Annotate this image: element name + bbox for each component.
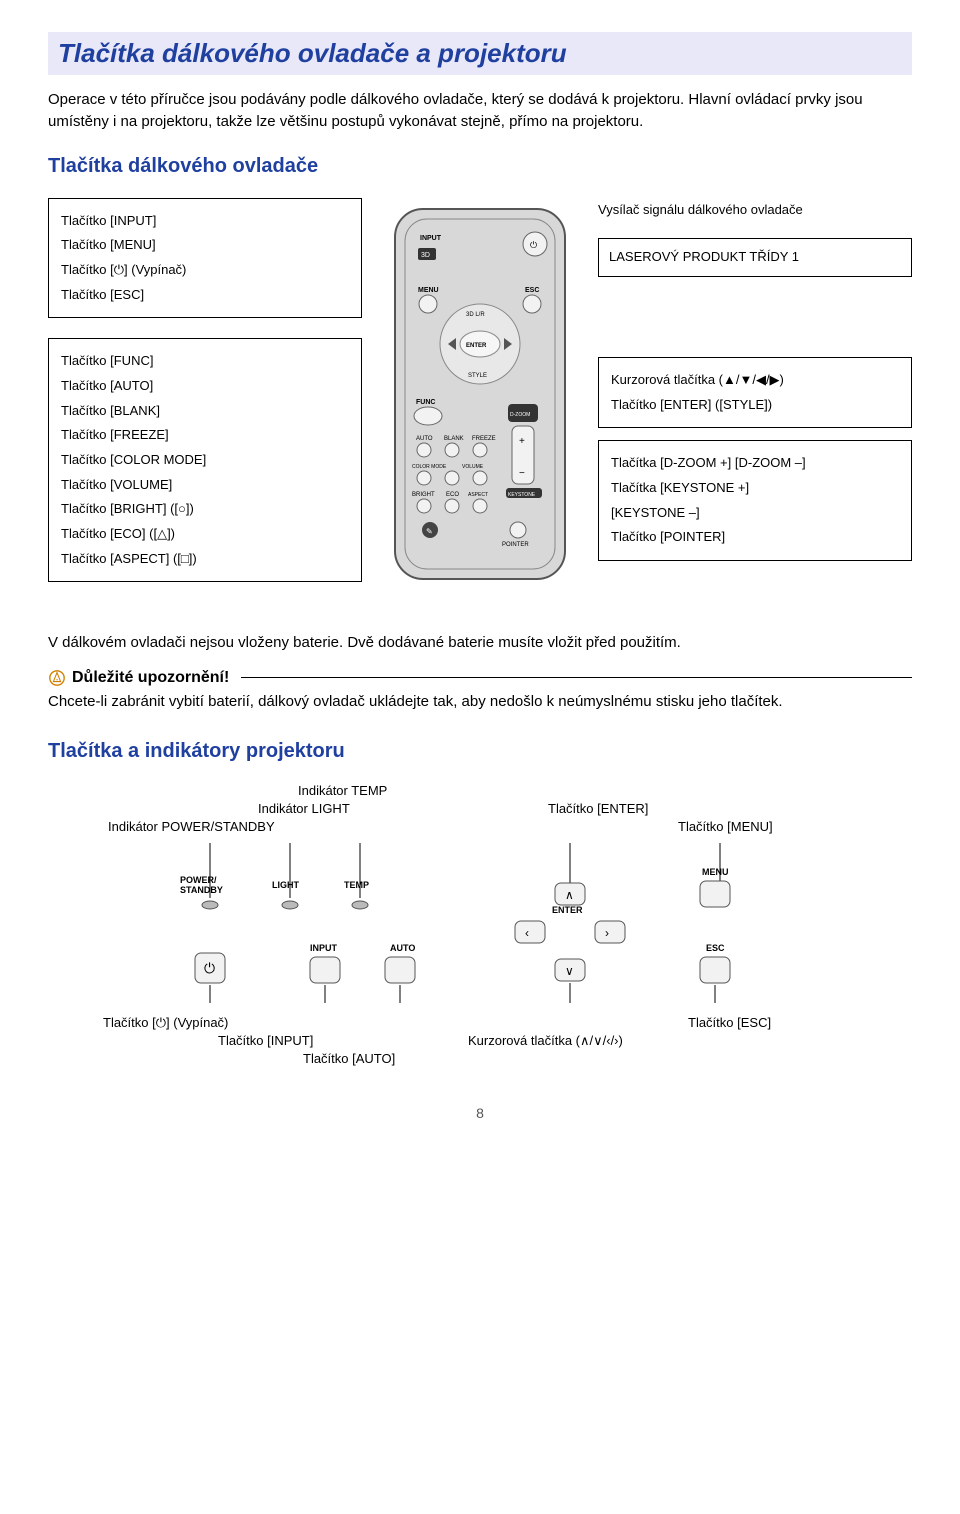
label-ind-powerstandby: Indikátor POWER/STANDBY: [108, 819, 275, 834]
svg-text:⏻: ⏻: [204, 960, 215, 976]
label-func: Tlačítko [FUNC]: [61, 349, 349, 374]
svg-text:ESC: ESC: [706, 943, 725, 953]
left-box-1: Tlačítko [INPUT] Tlačítko [MENU] Tlačítk…: [48, 198, 362, 319]
svg-text:BRIGHT: BRIGHT: [412, 492, 435, 498]
svg-text:INPUT: INPUT: [310, 943, 338, 953]
page-number: 8: [48, 1105, 912, 1121]
proj-illustration: POWER/ STANDBY LIGHT TEMP ⏻ INPUT AUTO E…: [48, 843, 912, 1003]
projector-heading: Tlačítka a indikátory projektoru: [48, 740, 912, 763]
svg-text:MENU: MENU: [418, 287, 439, 294]
svg-text:VOLUME: VOLUME: [462, 464, 484, 470]
svg-text:AUTO: AUTO: [390, 943, 415, 953]
laser-box: LASEROVÝ PRODUKT TŘÍDY 1: [598, 238, 912, 277]
label-ind-temp: Indikátor TEMP: [298, 783, 387, 798]
left-column: Tlačítko [INPUT] Tlačítko [MENU] Tlačítk…: [48, 198, 362, 583]
svg-text:COLOR MODE: COLOR MODE: [412, 464, 447, 470]
right-column: Vysílač signálu dálkového ovladače LASER…: [598, 198, 912, 562]
svg-text:ENTER: ENTER: [552, 905, 583, 915]
page-title-bar: Tlačítka dálkového ovladače a projektoru: [48, 32, 912, 75]
svg-text:3D L/R: 3D L/R: [466, 312, 485, 318]
svg-text:ECO: ECO: [446, 492, 459, 498]
label-eco: Tlačítko [ECO] ([△]): [61, 522, 349, 547]
warning-icon: [48, 669, 66, 687]
right-top-stack: Vysílač signálu dálkového ovladače: [598, 198, 912, 223]
label-proj-auto: Tlačítko [AUTO]: [303, 1051, 395, 1066]
label-volume: Tlačítko [VOLUME]: [61, 473, 349, 498]
projector-layout: Indikátor POWER/STANDBY Indikátor LIGHT …: [48, 783, 912, 1079]
label-power: Tlačítko [⏻] (Vypínač): [61, 258, 349, 283]
svg-text:TEMP: TEMP: [344, 880, 369, 890]
remote-layout: Tlačítko [INPUT] Tlačítko [MENU] Tlačítk…: [48, 198, 912, 584]
remote-heading: Tlačítka dálkového ovladače: [48, 155, 912, 178]
svg-text:FREEZE: FREEZE: [472, 436, 496, 442]
label-keystone2: [KEYSTONE –]: [611, 501, 899, 526]
label-signal: Vysílač signálu dálkového ovladače: [598, 198, 912, 223]
svg-text:+: +: [519, 436, 525, 447]
svg-text:‹: ‹: [525, 926, 529, 940]
svg-text:LIGHT: LIGHT: [272, 880, 299, 890]
svg-text:3D: 3D: [421, 252, 430, 259]
remote-svg: INPUT ⏻ 3D MENU ESC 3D L/R ENTER STYLE F…: [390, 204, 570, 584]
svg-text:ASPECT: ASPECT: [468, 492, 488, 498]
alert-title: Důležité upozornění!: [72, 669, 229, 687]
label-auto: Tlačítko [AUTO]: [61, 374, 349, 399]
proj-bot-labels: Tlačítko [⏻] (Vypínač) Tlačítko [INPUT] …: [48, 1009, 912, 1079]
svg-text:✎: ✎: [426, 527, 433, 536]
label-menu: Tlačítko [MENU]: [61, 233, 349, 258]
label-keystone1: Tlačítka [KEYSTONE +]: [611, 476, 899, 501]
svg-text:FUNC: FUNC: [416, 399, 435, 406]
svg-text:STANDBY: STANDBY: [180, 885, 223, 895]
svg-text:ESC: ESC: [525, 287, 539, 294]
remote-illustration: INPUT ⏻ 3D MENU ESC 3D L/R ENTER STYLE F…: [380, 198, 580, 584]
left-box-2: Tlačítko [FUNC] Tlačítko [AUTO] Tlačítko…: [48, 338, 362, 582]
right-box-1: Kurzorová tlačítka (▲/▼/◀/▶) Tlačítko [E…: [598, 357, 912, 428]
svg-text:MENU: MENU: [702, 867, 729, 877]
svg-text:∨: ∨: [565, 964, 574, 978]
svg-text:∧: ∧: [565, 888, 574, 902]
svg-text:STYLE: STYLE: [468, 373, 487, 379]
intro-text: Operace v této příručce jsou podávány po…: [48, 89, 912, 133]
svg-text:POINTER: POINTER: [502, 542, 529, 548]
label-cursor: Kurzorová tlačítka (▲/▼/◀/▶): [611, 368, 899, 393]
label-proj-esc: Tlačítko [ESC]: [688, 1015, 771, 1030]
label-blank: Tlačítko [BLANK]: [61, 399, 349, 424]
alert-box: Důležité upozornění! Chcete-li zabránit …: [48, 669, 912, 712]
svg-text:INPUT: INPUT: [420, 235, 442, 242]
label-colormode: Tlačítko [COLOR MODE]: [61, 448, 349, 473]
label-proj-power: Tlačítko [⏻] (Vypínač): [103, 1015, 228, 1031]
label-input: Tlačítko [INPUT]: [61, 209, 349, 234]
label-esc: Tlačítko [ESC]: [61, 283, 349, 308]
label-aspect: Tlačítko [ASPECT] ([□]): [61, 547, 349, 572]
label-laser: LASEROVÝ PRODUKT TŘÍDY 1: [609, 245, 901, 270]
label-bright: Tlačítko [BRIGHT] ([○]): [61, 497, 349, 522]
label-enter: Tlačítko [ENTER] ([STYLE]): [611, 393, 899, 418]
alert-body: Chcete-li zabránit vybití baterií, dálko…: [48, 691, 912, 712]
alert-line: [241, 677, 912, 678]
svg-text:›: ›: [605, 926, 609, 940]
label-freeze: Tlačítko [FREEZE]: [61, 423, 349, 448]
proj-svg: POWER/ STANDBY LIGHT TEMP ⏻ INPUT AUTO E…: [100, 843, 860, 1003]
svg-text:BLANK: BLANK: [444, 436, 464, 442]
svg-text:POWER/: POWER/: [180, 875, 217, 885]
svg-text:KEYSTONE: KEYSTONE: [508, 492, 536, 498]
label-pointer: Tlačítko [POINTER]: [611, 525, 899, 550]
label-ind-light: Indikátor LIGHT: [258, 801, 350, 816]
right-box-2: Tlačítka [D-ZOOM +] [D-ZOOM –] Tlačítka …: [598, 440, 912, 561]
battery-note: V dálkovém ovladači nejsou vloženy bater…: [48, 634, 912, 651]
svg-text:D-ZOOM: D-ZOOM: [510, 412, 530, 418]
alert-head: Důležité upozornění!: [48, 669, 912, 687]
page-title: Tlačítka dálkového ovladače a projektoru: [58, 38, 902, 69]
label-proj-input: Tlačítko [INPUT]: [218, 1033, 313, 1048]
label-dzoom: Tlačítka [D-ZOOM +] [D-ZOOM –]: [611, 451, 899, 476]
label-proj-cursor: Kurzorová tlačítka (∧/∨/‹/›): [468, 1033, 623, 1049]
label-btn-menu: Tlačítko [MENU]: [678, 819, 773, 834]
svg-text:⏻: ⏻: [530, 240, 537, 250]
svg-text:ENTER: ENTER: [466, 343, 487, 349]
svg-text:−: −: [519, 468, 525, 479]
proj-top-labels: Indikátor POWER/STANDBY Indikátor LIGHT …: [48, 783, 912, 843]
svg-text:AUTO: AUTO: [416, 436, 433, 442]
label-btn-enter: Tlačítko [ENTER]: [548, 801, 648, 816]
